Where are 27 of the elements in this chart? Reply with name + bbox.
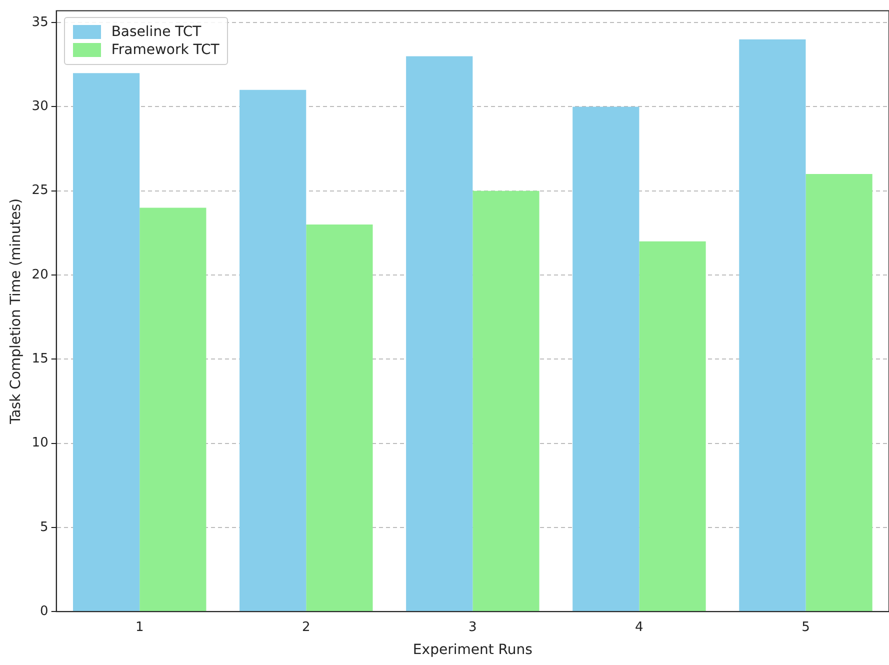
y-tick-label: 25 — [32, 183, 48, 198]
y-tick-label: 30 — [32, 99, 48, 114]
x-tick-label: 5 — [802, 620, 810, 635]
x-tick-label: 3 — [468, 620, 477, 635]
bar — [472, 190, 540, 612]
bar — [572, 106, 640, 612]
bar — [240, 90, 306, 612]
bar — [72, 73, 140, 612]
x-tick-label: 4 — [635, 620, 644, 635]
y-tick-label: 5 — [40, 520, 48, 535]
bar — [739, 39, 806, 612]
y-tick-label: 10 — [32, 436, 48, 451]
y-axis-title: Task Completion Time (minutes) — [8, 198, 24, 426]
bar — [806, 174, 872, 612]
y-tick-label: 35 — [32, 14, 48, 30]
x-axis-title: Experiment Runs — [412, 642, 532, 658]
x-tick-label: 2 — [302, 620, 310, 635]
legend-label: Baseline TCT — [111, 24, 202, 40]
bar — [140, 208, 206, 612]
x-tick-label: 1 — [135, 620, 144, 635]
y-tick-label: 15 — [32, 352, 48, 367]
legend-label: Framework TCT — [111, 42, 220, 58]
y-tick-label: 0 — [40, 604, 48, 619]
bar — [639, 241, 706, 612]
bar — [306, 224, 373, 612]
bar — [406, 56, 473, 612]
y-tick-label: 20 — [32, 267, 48, 282]
